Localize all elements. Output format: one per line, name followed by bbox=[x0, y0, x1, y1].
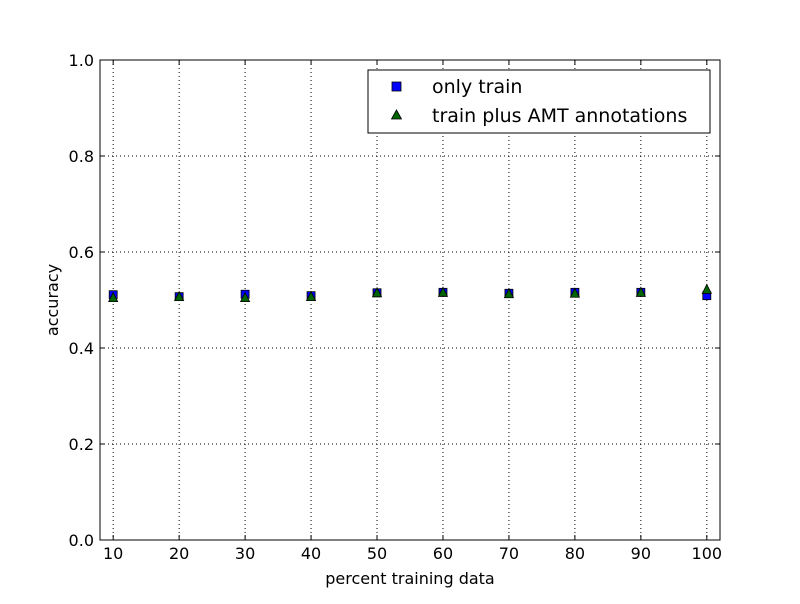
data-point-triangle bbox=[305, 290, 317, 302]
data-point-triangle bbox=[569, 287, 581, 298]
y-tick-label: 0.4 bbox=[69, 339, 94, 358]
data-point-triangle bbox=[701, 283, 712, 294]
data-point-triangle bbox=[635, 286, 646, 297]
y-axis-label: accuracy bbox=[43, 264, 62, 336]
legend-triangle-marker-icon bbox=[390, 109, 403, 120]
x-tick-label: 40 bbox=[301, 544, 321, 563]
y-tick-label: 0.6 bbox=[69, 243, 94, 262]
x-tick-label: 20 bbox=[169, 544, 189, 563]
legend-box bbox=[367, 69, 711, 134]
x-tick-label: 60 bbox=[433, 544, 453, 563]
x-tick-label: 70 bbox=[499, 544, 519, 563]
tick-label-layer: 10 20 30 40 50 60 70 80 90 100 0.0 0.2 0.4 0.6 0.8 1.0 bbox=[69, 51, 723, 563]
axes-frame bbox=[99, 59, 721, 541]
data-point-triangle bbox=[371, 286, 383, 298]
data-point-triangle bbox=[239, 291, 251, 303]
data-point-triangle bbox=[503, 287, 515, 299]
data-point-triangle bbox=[174, 290, 185, 302]
x-tick-label: 50 bbox=[367, 544, 387, 563]
legend: only train train plus AMT annotations bbox=[367, 69, 711, 134]
x-tick-label: 100 bbox=[692, 544, 723, 563]
legend-square-marker-icon bbox=[391, 81, 402, 92]
y-tick-label: 0.0 bbox=[69, 531, 94, 550]
data-point-triangle bbox=[108, 291, 119, 303]
y-tick-label: 1.0 bbox=[69, 51, 94, 70]
x-tick-label: 90 bbox=[631, 544, 651, 563]
x-axis-label: percent training data bbox=[325, 569, 494, 588]
data-point-triangle bbox=[437, 286, 449, 297]
legend-label-train-plus-amt: train plus AMT annotations bbox=[432, 105, 687, 127]
x-tick-label: 10 bbox=[103, 544, 123, 563]
y-tick-label: 0.2 bbox=[69, 435, 94, 454]
x-tick-label: 80 bbox=[565, 544, 585, 563]
marker-layer bbox=[108, 283, 712, 303]
x-tick-label: 30 bbox=[235, 544, 255, 563]
legend-label-only-train: only train bbox=[432, 76, 522, 98]
y-tick-label: 0.8 bbox=[69, 147, 94, 166]
